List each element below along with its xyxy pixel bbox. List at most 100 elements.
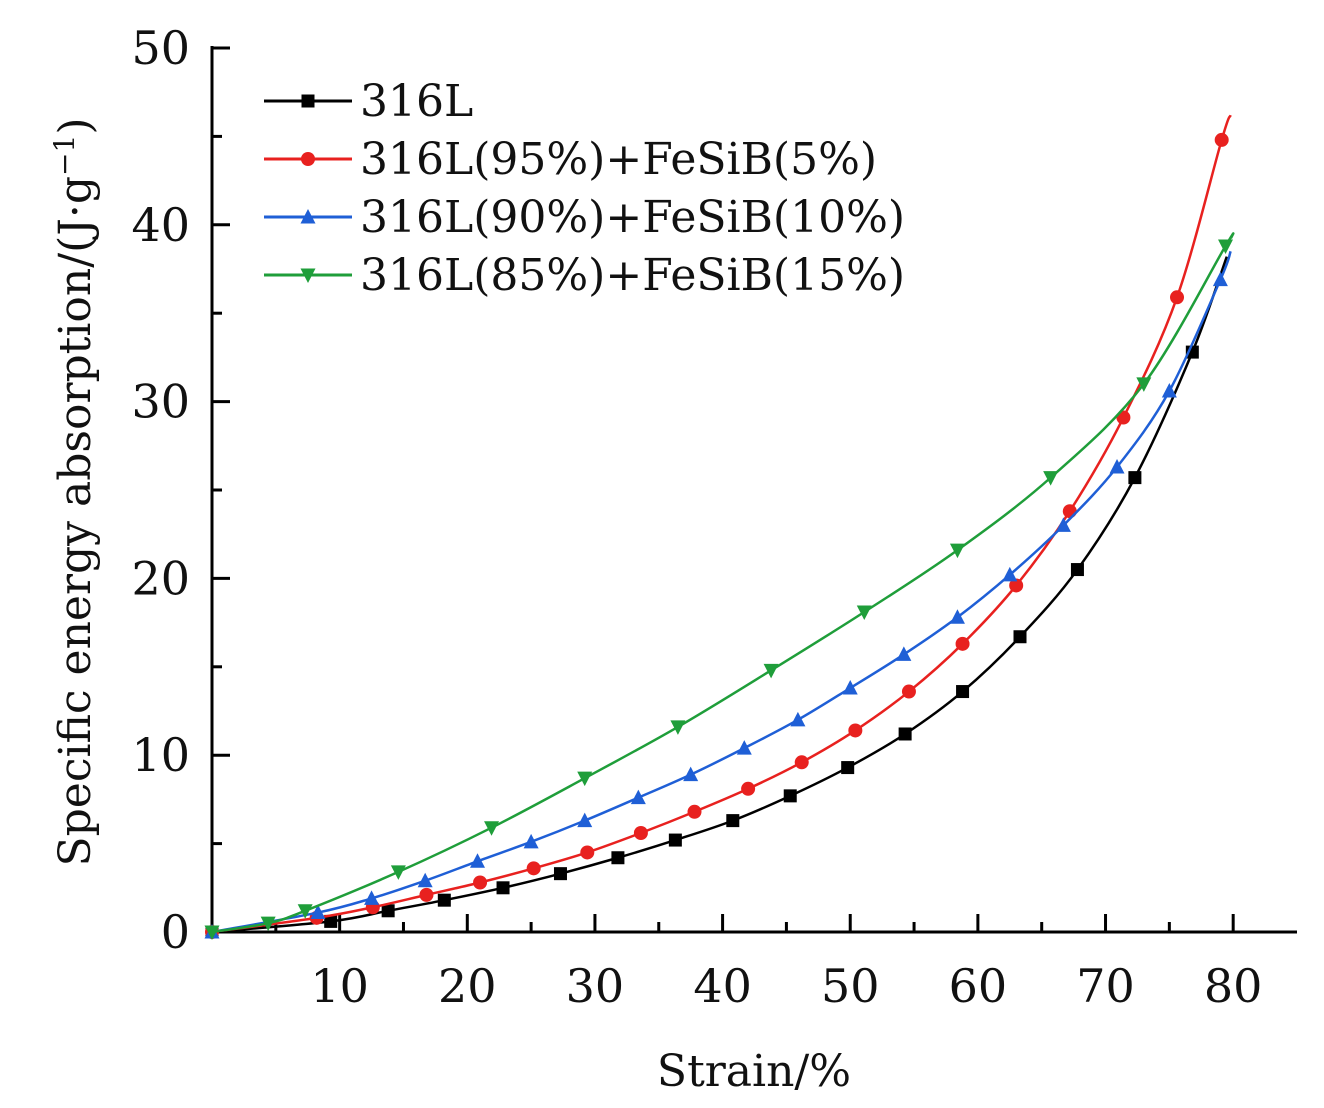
x-tick-label: 70 — [1076, 959, 1135, 1013]
legend-marker — [300, 268, 316, 283]
data-point — [896, 646, 912, 661]
data-point — [683, 766, 699, 782]
data-point — [1161, 382, 1177, 398]
data-point — [741, 781, 756, 796]
data-point — [437, 893, 451, 907]
data-point — [687, 804, 702, 819]
data-point — [496, 881, 510, 895]
data-point — [470, 853, 486, 868]
data-point — [577, 812, 593, 828]
data-point — [381, 904, 395, 918]
data-point — [484, 821, 500, 836]
y-tick-label: 10 — [131, 728, 190, 782]
data-point — [949, 609, 965, 624]
x-tick-label: 40 — [693, 959, 752, 1013]
data-point — [841, 761, 855, 775]
y-axis-title: Specific energy absorption/(J·g−1) — [48, 117, 101, 866]
data-point — [1013, 630, 1027, 644]
data-point — [1070, 563, 1084, 577]
x-tick-label: 10 — [310, 959, 369, 1013]
data-point — [204, 925, 220, 940]
data-point — [630, 789, 646, 805]
data-point — [417, 872, 433, 888]
data-point — [577, 771, 593, 787]
data-point — [726, 814, 740, 828]
data-point — [898, 727, 912, 741]
legend-item: 316L — [264, 76, 473, 127]
data-point — [794, 755, 809, 770]
y-tick-label: 30 — [131, 375, 190, 429]
data-point — [1055, 517, 1071, 532]
data-point — [1109, 459, 1125, 474]
data-point — [763, 663, 779, 679]
x-tick-label: 60 — [949, 959, 1008, 1013]
data-point — [1170, 290, 1185, 305]
data-point — [580, 845, 595, 860]
data-point — [956, 685, 970, 699]
y-axis-title-close: ) — [50, 117, 101, 134]
ticks: 0 10 20 30 40 50 10 20 30 40 50 60 70 80 — [131, 21, 1262, 1013]
y-axis-title-superscript: −1 — [48, 135, 81, 176]
data-point — [297, 904, 313, 919]
legend-label: 316L — [360, 76, 473, 127]
data-point — [473, 875, 488, 890]
legend-marker — [300, 209, 316, 224]
data-point — [390, 865, 406, 880]
data-point — [955, 636, 970, 651]
series-3 — [204, 250, 1232, 939]
legend-marker — [301, 94, 315, 108]
data-point — [324, 914, 338, 928]
data-point — [783, 789, 797, 803]
data-point — [611, 851, 625, 865]
x-axis-title: Strain/% — [657, 1046, 851, 1097]
data-point — [1043, 471, 1059, 486]
data-point — [1009, 578, 1024, 593]
data-point — [790, 711, 806, 727]
y-tick-label: 20 — [131, 551, 190, 605]
data-point — [260, 916, 276, 932]
y-tick-label: 40 — [131, 198, 190, 252]
legend-item: 316L(85%)+FeSiB(15%) — [264, 250, 905, 301]
y-tick-label: 0 — [161, 905, 190, 959]
legend-item: 316L(90%)+FeSiB(10%) — [264, 192, 905, 243]
legend: 316L 316L(95%)+FeSiB(5%) 316L(90%)+FeSiB(1… — [264, 76, 905, 301]
data-point — [1128, 471, 1142, 485]
data-point — [736, 740, 752, 755]
data-point — [901, 684, 916, 699]
data-point — [1218, 239, 1234, 255]
data-point — [848, 723, 863, 738]
data-point — [1212, 271, 1228, 287]
data-point — [553, 867, 567, 881]
y-tick-label: 50 — [131, 21, 190, 75]
data-point — [842, 680, 858, 695]
data-point — [670, 720, 686, 735]
series-4 — [204, 232, 1235, 940]
data-point — [419, 887, 434, 902]
data-point — [1214, 132, 1229, 147]
data-point — [1136, 377, 1152, 392]
x-tick-label: 50 — [821, 959, 880, 1013]
x-tick-label: 80 — [1204, 959, 1263, 1013]
series-line — [211, 232, 1235, 934]
data-point — [856, 605, 872, 620]
series-1 — [205, 256, 1228, 939]
data-point — [1002, 566, 1018, 582]
data-point — [949, 543, 965, 559]
series-line — [211, 256, 1228, 934]
y-axis-title-main: Specific energy absorption/(J — [50, 218, 101, 866]
x-tick-label: 20 — [438, 959, 497, 1013]
data-point — [364, 890, 380, 905]
y-axis-title-dot: · — [50, 204, 101, 218]
data-point — [1062, 504, 1077, 519]
data-point — [633, 825, 648, 840]
data-point — [526, 861, 541, 876]
x-tick-label: 30 — [566, 959, 625, 1013]
legend-label: 316L(85%)+FeSiB(15%) — [360, 250, 905, 301]
legend-label: 316L(90%)+FeSiB(10%) — [360, 192, 905, 243]
legend-marker — [301, 152, 315, 166]
series-line — [211, 250, 1232, 934]
legend-label: 316L(95%)+FeSiB(5%) — [360, 134, 877, 185]
data-point — [523, 833, 539, 849]
series-group — [204, 114, 1235, 940]
